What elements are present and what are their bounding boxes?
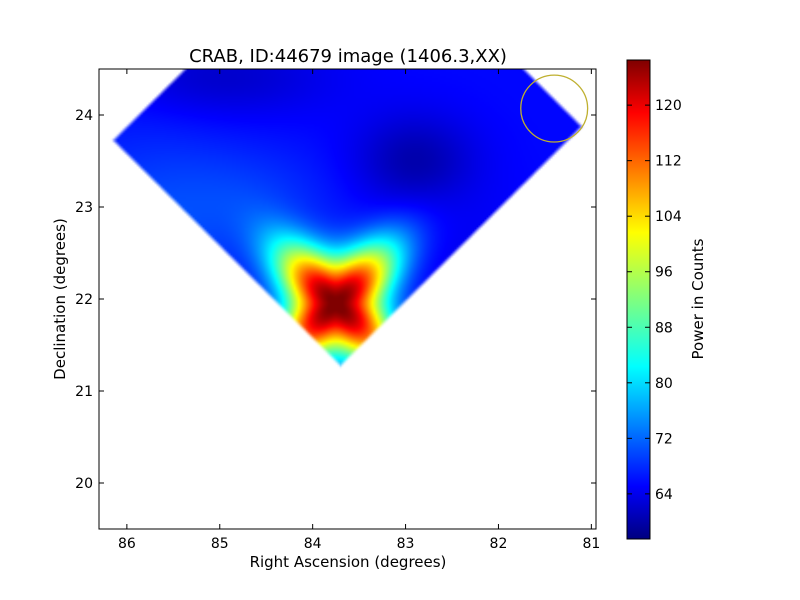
colorbar-tick-label: 72 xyxy=(655,431,673,447)
colorbar: 64 72 80 88 96 104 112 120 Power in Counts xyxy=(626,59,707,540)
x-tick-label: 83 xyxy=(397,536,415,552)
y-axis: 20 21 22 23 24 xyxy=(75,108,596,492)
x-tick-label: 86 xyxy=(118,536,136,552)
x-tick-label: 82 xyxy=(490,536,508,552)
colorbar-tick-label: 104 xyxy=(655,209,682,225)
colorbar-tick-label: 96 xyxy=(655,265,673,281)
colorbar-tick-label: 64 xyxy=(655,487,673,503)
beam-circle xyxy=(520,74,589,143)
y-tick-label: 20 xyxy=(75,476,93,492)
colorbar-tick-label: 120 xyxy=(655,98,682,114)
colorbar-tick-label: 88 xyxy=(655,320,673,336)
x-tick-label: 81 xyxy=(582,536,600,552)
chart-title: CRAB, ID:44679 image (1406.3,XX) xyxy=(189,46,507,67)
x-axis: 86 85 84 83 82 81 xyxy=(118,69,600,552)
y-tick-label: 22 xyxy=(75,292,93,308)
colorbar-ticks: 64 72 80 88 96 104 112 120 xyxy=(627,98,682,503)
colorbar-gradient xyxy=(627,60,650,539)
x-axis-label: Right Ascension (degrees) xyxy=(250,553,447,571)
heatmap-area xyxy=(98,68,597,530)
y-axis-label: Declination (degrees) xyxy=(51,218,69,380)
y-tick-label: 21 xyxy=(75,384,93,400)
x-tick-label: 85 xyxy=(211,536,229,552)
colorbar-tick-label: 80 xyxy=(655,376,673,392)
colorbar-tick-label: 112 xyxy=(655,154,682,170)
y-tick-label: 23 xyxy=(75,200,93,216)
y-tick-label: 24 xyxy=(75,108,93,124)
heatmap-image xyxy=(99,69,596,529)
x-tick-label: 84 xyxy=(304,536,322,552)
colorbar-label: Power in Counts xyxy=(689,238,707,359)
colorbar-frame xyxy=(626,59,651,540)
